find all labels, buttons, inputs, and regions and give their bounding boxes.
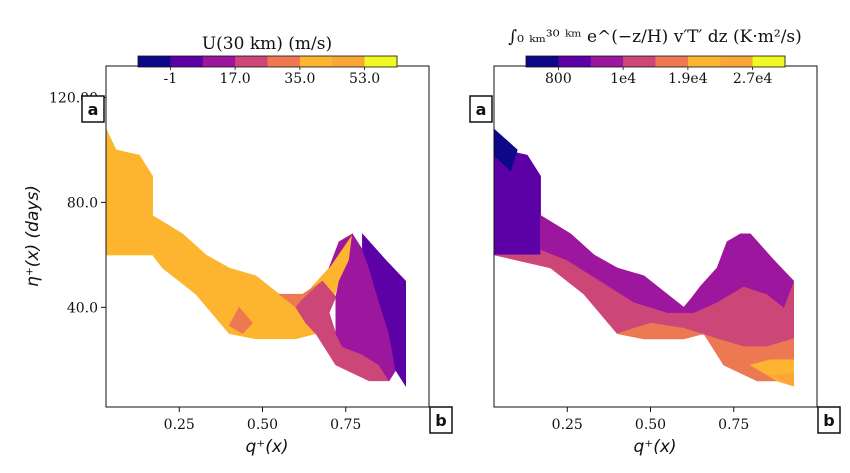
colorbar-tick-label: 1.9e4	[668, 71, 708, 87]
colorbar-segment-5	[687, 56, 721, 67]
colorbar-segment-6	[332, 56, 366, 67]
left-colorbar: -1 17.0 35.0 53.0	[137, 55, 398, 87]
colorbar-segment-4	[267, 56, 301, 67]
x-tick-label: 0.75	[718, 417, 749, 433]
contour-region-6	[769, 372, 795, 387]
colorbar-segment-0	[526, 56, 559, 67]
x-tick-label: 0.50	[635, 417, 666, 433]
colorbar-frame	[137, 55, 398, 68]
right-colorbar: 800 1e4 1.9e4 2.7e4	[525, 55, 786, 87]
colorbar-segment-3	[235, 56, 268, 67]
left-contour-plot	[106, 128, 407, 388]
colorbar-segment-6	[720, 56, 754, 67]
right-corner-label-b-text: b	[823, 411, 834, 430]
left-corner-label-b-text: b	[435, 411, 446, 430]
colorbar-segment-7	[752, 56, 786, 67]
colorbar-tick-label: 17.0	[220, 71, 251, 87]
colorbar-segment-7	[364, 56, 398, 67]
x-tick-label: 0.75	[330, 417, 361, 433]
colorbar-tick-label: 800	[545, 71, 572, 87]
left-panel: -1 17.0 35.0 53.0 U(30 km) (m/s) 0.25 0.50 0.…	[23, 34, 453, 457]
contour-region-1	[494, 128, 518, 172]
left-corner-label-a-text: a	[88, 100, 99, 119]
right-x-ticks: 0.25 0.50 0.75	[552, 407, 749, 433]
contour-region-3	[540, 214, 795, 313]
contour-region-6	[228, 306, 253, 334]
colorbar-tick-label: 1e4	[610, 71, 636, 87]
left-y-axis-label: η⁺(x) (days)	[23, 185, 43, 287]
colorbar-segment-1	[558, 56, 592, 67]
right-corner-label-b: b	[817, 406, 841, 434]
left-corner-label-b: b	[429, 406, 453, 434]
right-x-axis-label: q⁺(x)	[633, 437, 676, 457]
y-tick-label: 80.0	[67, 195, 98, 211]
colorbar-tick-label: 2.7e4	[733, 71, 773, 87]
colorbar-segment-5	[299, 56, 333, 67]
x-tick-label: 0.25	[552, 417, 583, 433]
y-tick-label: 40.0	[67, 300, 98, 316]
colorbar-segment-0	[138, 56, 171, 67]
left-corner-label-a: a	[81, 95, 105, 123]
contour-region-5	[362, 233, 407, 388]
colorbar-segment-1	[170, 56, 204, 67]
x-tick-label: 0.50	[247, 417, 278, 433]
right-panel: 800 1e4 1.9e4 2.7e4 ∫₀ ₖₘ³⁰ ᵏᵐ e^(−z/H) v′T…	[469, 27, 841, 457]
right-title: ∫₀ ₖₘ³⁰ ᵏᵐ e^(−z/H) v′T′ dz (K·m²/s)	[508, 27, 802, 47]
colorbar-segment-4	[655, 56, 689, 67]
colorbar-frame	[525, 55, 786, 68]
right-corner-label-a-text: a	[476, 100, 487, 119]
colorbar-segment-3	[623, 56, 656, 67]
colorbar-segment-2	[590, 56, 624, 67]
colorbar-segment-2	[202, 56, 236, 67]
left-x-ticks: 0.25 0.50 0.75	[164, 407, 361, 433]
right-contour-plot	[494, 128, 795, 387]
x-tick-label: 0.25	[164, 417, 195, 433]
left-title: U(30 km) (m/s)	[202, 34, 332, 54]
colorbar-tick-label: 35.0	[284, 71, 315, 87]
left-x-axis-label: q⁺(x)	[245, 437, 288, 457]
right-corner-label-a: a	[469, 95, 493, 123]
colorbar-tick-label: 53.0	[349, 71, 380, 87]
colorbar-tick-label: -1	[164, 71, 178, 87]
